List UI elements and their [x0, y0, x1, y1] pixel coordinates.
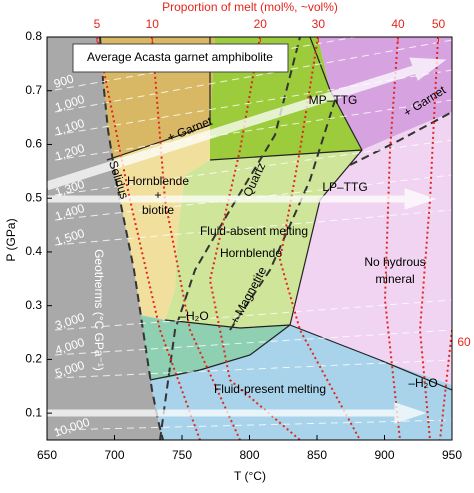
solidus-line	[99, 37, 164, 440]
isopleths	[96, 37, 452, 440]
annotation: +	[154, 188, 161, 202]
x-tick-label: 850	[307, 448, 327, 462]
annotation: biotite	[142, 203, 174, 217]
annotation: –H₂O	[408, 376, 437, 390]
geotherm-label: 900	[52, 71, 76, 91]
subsolidus	[47, 37, 163, 440]
y-axis-label: P (GPa)	[4, 218, 18, 261]
melt-tick-label: 10	[146, 17, 160, 31]
annotation: 60	[457, 335, 471, 349]
annotation: Hornblende	[127, 174, 189, 188]
x-tick-label: 700	[104, 448, 124, 462]
garnet-line	[349, 111, 452, 166]
annotation: mineral	[375, 272, 414, 286]
chart-title: Average Acasta garnet amphibolite	[87, 50, 273, 64]
y-tick-label: 0.3	[25, 298, 42, 312]
melt-tick-label: 30	[312, 17, 326, 31]
y-tick-label: 0.4	[25, 244, 42, 258]
top-axis-title: Proportion of melt (mol%, ~vol%)	[162, 0, 338, 14]
geotherm-title: Geotherms (°C GPa⁻¹)	[92, 249, 106, 371]
boundary	[289, 324, 452, 391]
annotation: Hornblende	[220, 246, 282, 260]
field	[290, 112, 452, 385]
melt-tick-label: 5	[94, 17, 101, 31]
y-tick-label: 0.6	[25, 137, 42, 151]
x-tick-label: 800	[239, 448, 259, 462]
boundary	[209, 149, 363, 161]
y-tick-label: 0.5	[25, 190, 42, 204]
field	[140, 315, 290, 380]
x-tick-label: 650	[37, 448, 57, 462]
geotherms	[54, 37, 452, 431]
melt-tick-label: 20	[254, 17, 268, 31]
y-tick-label: 0.7	[25, 83, 42, 97]
dashed-boundaries	[99, 37, 452, 440]
melt-tick-label: 40	[391, 17, 405, 31]
annotation: LP–TTG	[322, 180, 367, 194]
boundary	[149, 324, 291, 381]
field	[107, 125, 210, 320]
y-tick-label: 0.1	[25, 405, 42, 419]
magnetite-line	[229, 99, 336, 331]
x-tick-label: 750	[172, 448, 192, 462]
annotation: MP–TTG	[309, 93, 358, 107]
quartz-line	[159, 37, 301, 440]
y-tick-label: 0.2	[25, 352, 42, 366]
title-box	[72, 43, 289, 73]
arrows	[47, 57, 447, 424]
x-axis-label: T (°C)	[234, 469, 266, 483]
x-tick-label: 900	[374, 448, 394, 462]
annotation: No hydrous	[364, 255, 425, 269]
melt-tick-label: 50	[432, 17, 446, 31]
y-tick-label: 0.8	[25, 29, 42, 43]
annotation: Fluid-absent melting	[200, 224, 308, 238]
field	[165, 150, 362, 328]
annotation: –H₂O	[179, 309, 208, 323]
x-tick-label: 950	[442, 448, 462, 462]
annotation: Fluid-present melting	[214, 382, 326, 396]
